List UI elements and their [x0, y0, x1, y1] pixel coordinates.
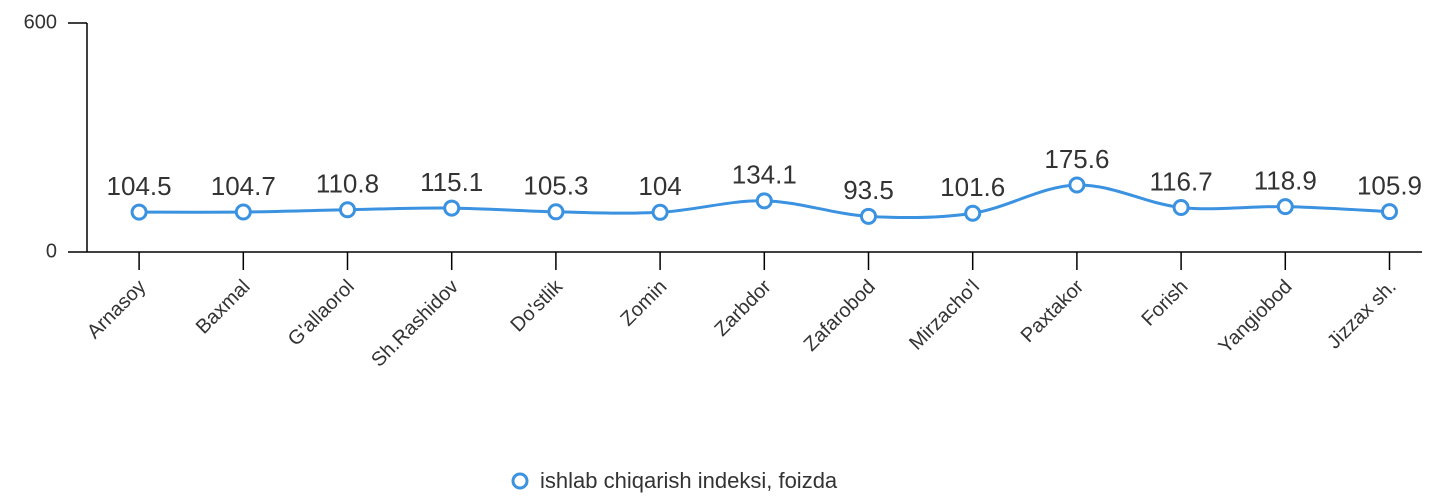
point [130, 203, 148, 221]
point [964, 204, 982, 222]
data-label: 93.5 [843, 175, 894, 205]
x-tick-label: Yangiobod [1214, 276, 1296, 358]
y-tick-label: 600 [24, 11, 57, 33]
data-label: 101.6 [940, 172, 1005, 202]
x-tick-label: Mirzacho'l [905, 276, 984, 355]
point [443, 199, 461, 217]
data-label: 104.7 [211, 171, 276, 201]
x-tick-label: Zarbdor [710, 275, 775, 340]
data-label: 118.9 [1254, 165, 1317, 195]
point [1381, 203, 1398, 221]
x-tick-label: G'allaorol [284, 276, 359, 351]
data-label: 110.8 [316, 169, 379, 199]
point [651, 203, 669, 221]
data-label: 104 [638, 171, 681, 201]
x-tick-label: Zomin [617, 276, 672, 331]
point [1172, 198, 1190, 216]
data-label: 105.9 [1357, 170, 1422, 200]
point [234, 203, 252, 221]
legend-marker [511, 472, 529, 490]
x-tick-label: Baxmal [192, 276, 255, 339]
data-label: 134.1 [732, 160, 797, 190]
y-tick-label: 0 [46, 240, 57, 262]
point [1276, 198, 1294, 216]
data-label: 104.5 [107, 171, 172, 201]
x-tick-label: Forish [1138, 276, 1193, 331]
x-tick-label: Jizzax sh. [1323, 276, 1401, 354]
point [860, 207, 877, 225]
point [339, 201, 356, 219]
x-tick-label: Sh.Rashidov [367, 276, 463, 372]
x-tick-label: Zafarobod [800, 276, 880, 356]
x-tick-label: Do'stlik [506, 275, 567, 336]
x-tick-label: Paxtakor [1017, 275, 1089, 347]
point [547, 203, 565, 221]
data-label: 115.1 [420, 167, 483, 197]
point [755, 192, 773, 210]
data-label: 116.7 [1150, 166, 1213, 196]
data-label: 105.3 [523, 171, 588, 201]
x-tick-label: Arnasoy [83, 276, 150, 343]
point [1068, 176, 1086, 194]
legend-label: ishlab chiqarish indeksi, foizda [540, 468, 838, 493]
data-label: 175.6 [1044, 144, 1109, 174]
